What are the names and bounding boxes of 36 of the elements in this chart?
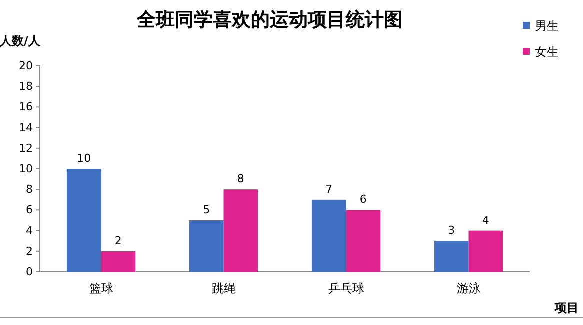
bar [224,190,258,272]
bar [468,230,504,272]
y-tick-label: 6 [26,204,33,217]
x-tick-label: 篮球 [89,282,114,296]
bar [66,169,102,272]
bar [346,210,381,272]
data-label: 10 [77,152,92,165]
data-label: 4 [482,214,490,227]
y-axis-title: 人数/人 [0,34,42,48]
x-tick-label: 乒乓球 [328,282,364,296]
y-tick-label: 16 [19,100,33,114]
x-axis-title: 项目 [554,301,579,315]
x-tick-label: 跳绳 [212,282,236,296]
y-tick-label: 20 [19,60,33,73]
bar [312,200,346,272]
data-label: 8 [237,172,244,186]
legend-label: 男生 [535,19,559,33]
y-tick-label: 18 [19,80,33,94]
y-tick-label: 8 [26,183,33,196]
data-label: 3 [448,224,456,238]
legend-label: 女生 [535,45,559,59]
y-tick-label: 14 [19,121,33,134]
y-tick-label: 0 [26,266,33,279]
y-tick-label: 2 [26,244,33,258]
bar [189,220,224,272]
bar [101,251,136,272]
bar [434,241,469,272]
data-label: 6 [360,193,367,206]
chart-title: 全班同学喜欢的运动项目统计图 [136,9,403,31]
y-tick-label: 10 [19,162,33,176]
y-tick-label: 12 [19,142,33,155]
data-label: 7 [326,182,333,196]
data-label: 2 [114,234,122,248]
x-tick-label: 游泳 [456,282,481,296]
data-label: 5 [203,204,210,216]
y-tick-label: 4 [26,224,33,238]
